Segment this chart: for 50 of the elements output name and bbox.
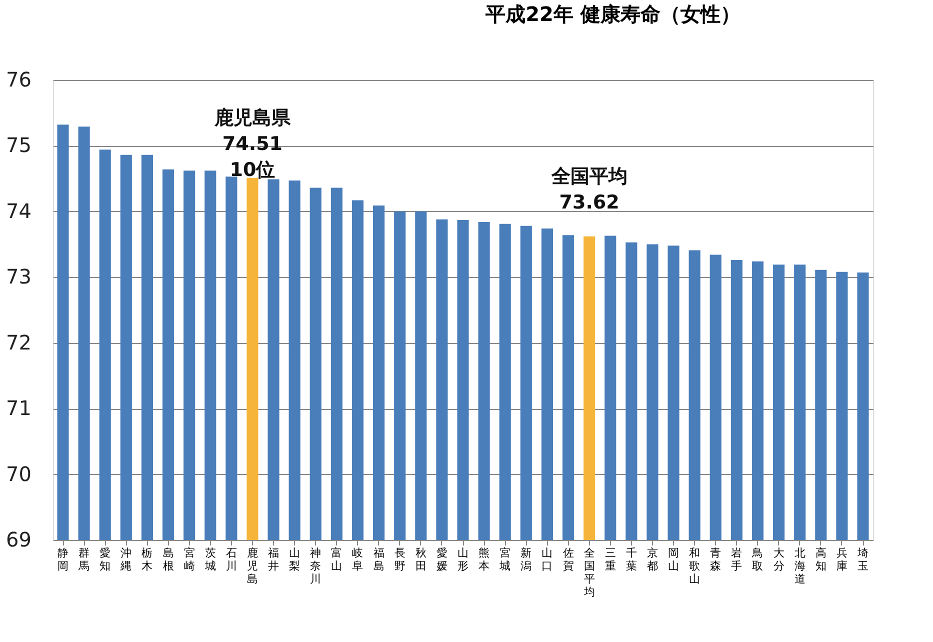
x-tick-label: 新潟	[520, 546, 532, 572]
x-tick-label: 岩手	[731, 546, 742, 572]
x-tick-label: 和歌山	[689, 546, 700, 586]
x-tick-label: 島根	[162, 546, 174, 572]
x-tick-label: 京都	[646, 546, 658, 572]
y-tick-label: 74	[6, 198, 32, 223]
chart-title: 平成22年 健康寿命（女性）	[484, 2, 740, 26]
x-tick-label: 栃木	[142, 546, 153, 572]
x-tick-label: 神奈川	[310, 546, 322, 586]
x-tick-label: 茨城	[204, 546, 216, 572]
x-tick-label: 鳥取	[751, 546, 764, 572]
x-tick-label: 静岡	[58, 546, 68, 572]
x-tick-label: 全国平均	[582, 546, 595, 598]
annotation: 鹿児島県 74.51 10位	[213, 106, 292, 181]
y-tick-label: 70	[6, 462, 32, 486]
x-tick-label: 岡山	[668, 546, 680, 572]
x-tick-label: 北海道	[794, 546, 806, 586]
x-tick-label: 長野	[394, 546, 406, 572]
x-tick-label: 三重	[604, 546, 616, 572]
x-tick-label: 千葉	[626, 546, 637, 572]
x-tick-label: 宮城	[498, 546, 511, 572]
y-tick-label: 76	[6, 68, 32, 92]
x-tick-label: 岐阜	[352, 546, 364, 572]
x-tick-label: 福島	[373, 546, 384, 572]
y-tick-label: 75	[6, 133, 32, 158]
y-tick-label: 73	[6, 264, 32, 289]
x-tick-label: 山口	[542, 546, 553, 572]
x-tick-label: 高知	[815, 546, 826, 572]
x-tick-label: 愛媛	[436, 546, 448, 572]
x-tick-label: 山梨	[289, 546, 300, 572]
x-tick-label: 群馬	[78, 546, 90, 572]
x-tick-label: 愛知	[100, 546, 111, 572]
x-tick-label: 熊本	[478, 546, 490, 572]
x-tick-label: 富山	[331, 546, 342, 572]
x-tick-label: 埼玉	[856, 546, 868, 572]
x-tick-label: 石川	[226, 546, 237, 572]
x-tick-label: 福井	[268, 546, 280, 572]
x-tick-label: 鹿児島	[246, 546, 258, 586]
y-tick-label: 72	[6, 330, 32, 354]
x-tick-label: 山形	[458, 546, 468, 572]
y-tick-label: 69	[6, 528, 32, 552]
x-tick-label: 宮崎	[184, 546, 195, 572]
annotation: 全国平均 73.62	[550, 165, 628, 214]
x-tick-label: 青森	[710, 546, 722, 572]
x-tick-label: 佐賀	[562, 546, 574, 572]
y-tick-label: 71	[6, 396, 32, 420]
x-tick-label: 兵庫	[836, 546, 848, 572]
x-tick-label: 大分	[773, 546, 784, 572]
x-tick-label: 秋田	[415, 546, 426, 572]
x-tick-label: 沖縄	[120, 546, 132, 572]
